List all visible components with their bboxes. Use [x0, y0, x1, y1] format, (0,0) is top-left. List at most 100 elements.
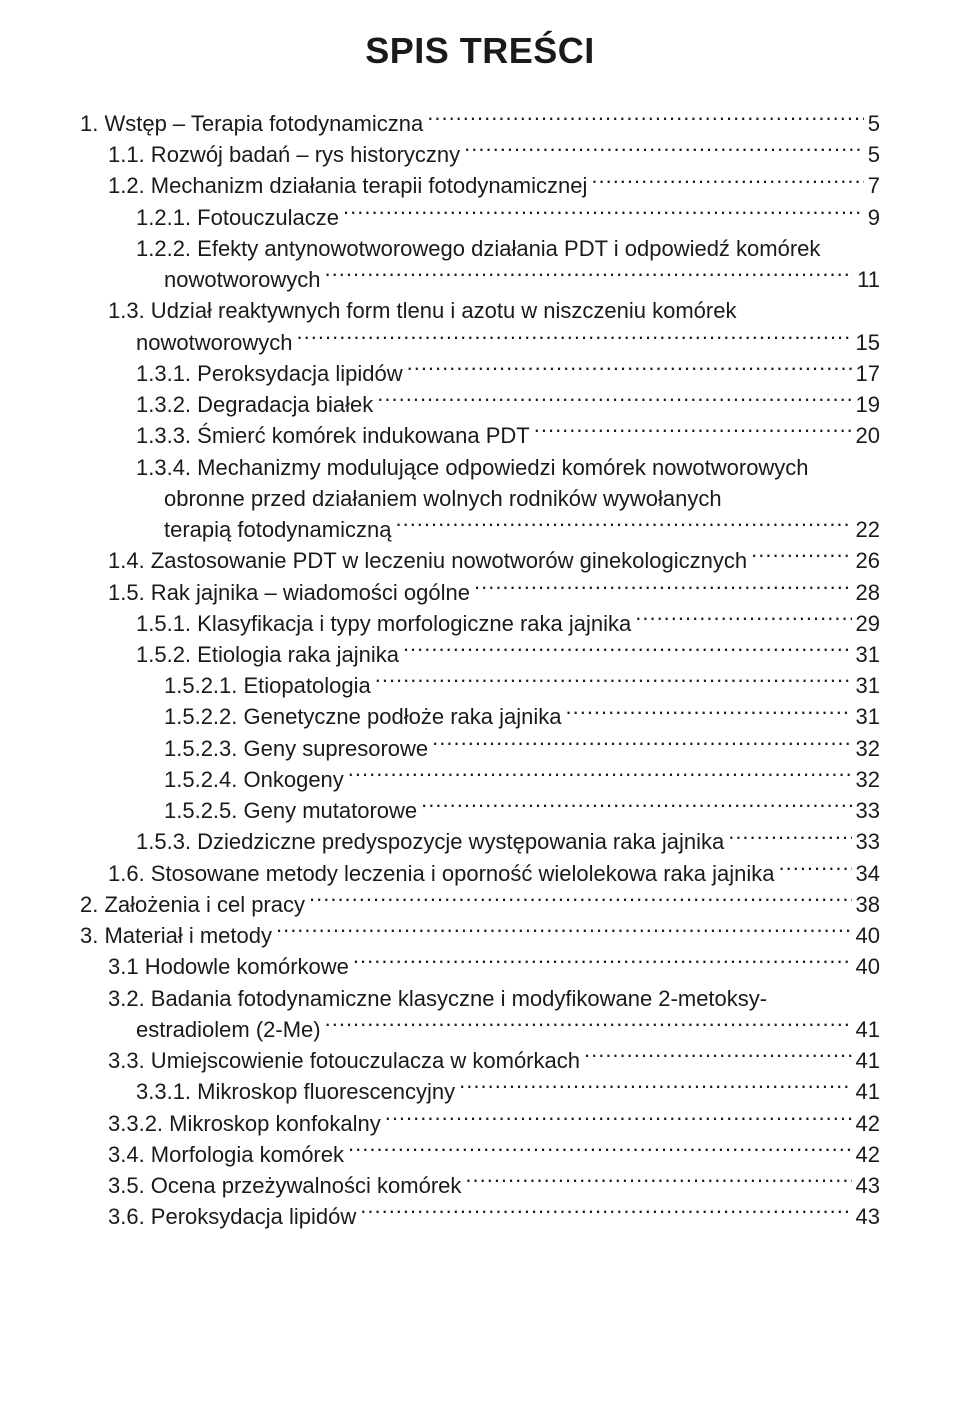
toc-page-number: 20 [856, 420, 880, 451]
toc-leader [534, 421, 852, 443]
toc-label: estradiolem (2-Me) [136, 1014, 321, 1045]
toc-entry: 1.2.2. Efekty antynowotworowego działani… [80, 233, 880, 264]
toc-label: 3.3.2. Mikroskop konfokalny [108, 1108, 381, 1139]
toc-page-number: 32 [856, 764, 880, 795]
toc-entry: 1.5.2.4. Onkogeny32 [80, 764, 880, 795]
toc-entry: 1.5.3. Dziedziczne predyspozycje występo… [80, 826, 880, 857]
toc-label: 1.5.2.3. Geny supresorowe [164, 733, 428, 764]
toc-entry: nowotworowych15 [80, 327, 880, 358]
toc-label: 1.1. Rozwój badań – rys historyczny [108, 139, 460, 170]
page: SPIS TREŚCI 1. Wstęp – Terapia fotodynam… [0, 0, 960, 1406]
toc-leader [635, 609, 851, 631]
toc-entry: 2. Założenia i cel pracy38 [80, 889, 880, 920]
toc-leader [591, 171, 863, 193]
toc-leader [343, 203, 864, 225]
toc-leader [421, 796, 851, 818]
toc-page-number: 41 [856, 1045, 880, 1076]
toc-page-number: 33 [856, 826, 880, 857]
toc-label: 1.5.2.1. Etiopatologia [164, 670, 371, 701]
toc-page-number: 31 [856, 639, 880, 670]
toc-label: 1.5.2.2. Genetyczne podłoże raka jajnika [164, 701, 561, 732]
toc-label: 1.2.2. Efekty antynowotworowego działani… [136, 233, 820, 264]
toc-leader [360, 1202, 851, 1224]
toc-entry: 1.5.2.2. Genetyczne podłoże raka jajnika… [80, 701, 880, 732]
toc-page-number: 42 [856, 1108, 880, 1139]
toc-page-number: 40 [856, 920, 880, 951]
toc-page-number: 5 [868, 139, 880, 170]
toc-label: nowotworowych [136, 327, 293, 358]
toc-label: 1.3.1. Peroksydacja lipidów [136, 358, 403, 389]
toc-page-number: 11 [857, 264, 880, 295]
toc-entry: 1.5.2. Etiologia raka jajnika31 [80, 639, 880, 670]
toc-label: 1.5.3. Dziedziczne predyspozycje występo… [136, 826, 724, 857]
toc-label: 3.4. Morfologia komórek [108, 1139, 344, 1170]
toc-entry: 3.6. Peroksydacja lipidów43 [80, 1201, 880, 1232]
toc-entry: 3.3. Umiejscowienie fotouczulacza w komó… [80, 1045, 880, 1076]
toc-page-number: 33 [856, 795, 880, 826]
toc-entry: 1.4. Zastosowanie PDT w leczeniu nowotwo… [80, 545, 880, 576]
toc-leader [297, 328, 852, 350]
toc-label: 2. Założenia i cel pracy [80, 889, 305, 920]
toc-page-number: 5 [868, 108, 880, 139]
toc-page-number: 41 [856, 1076, 880, 1107]
toc-leader [276, 921, 852, 943]
toc-page-number: 29 [856, 608, 880, 639]
toc-leader [348, 765, 852, 787]
toc-entry: 3.2. Badania fotodynamiczne klasyczne i … [80, 983, 880, 1014]
toc-leader [432, 734, 851, 756]
toc-label: 1. Wstęp – Terapia fotodynamiczna [80, 108, 423, 139]
toc-label: 3.3. Umiejscowienie fotouczulacza w komó… [108, 1045, 580, 1076]
toc-label: 1.4. Zastosowanie PDT w leczeniu nowotwo… [108, 545, 747, 576]
toc-leader [353, 952, 852, 974]
toc-entry: obronne przed działaniem wolnych rodnikó… [80, 483, 880, 514]
toc-entry: 3.5. Ocena przeżywalności komórek43 [80, 1170, 880, 1201]
toc-leader [474, 578, 852, 600]
toc-page-number: 22 [856, 514, 880, 545]
toc-entry: nowotworowych11 [80, 264, 880, 295]
toc-leader [584, 1046, 852, 1068]
toc-label: 1.3. Udział reaktywnych form tlenu i azo… [108, 295, 736, 326]
toc-page-number: 42 [856, 1139, 880, 1170]
toc-entry: 1.5.2.3. Geny supresorowe32 [80, 733, 880, 764]
toc-leader [348, 1140, 852, 1162]
toc-entry: 3.3.2. Mikroskop konfokalny 42 [80, 1108, 880, 1139]
toc-leader [459, 1077, 851, 1099]
toc-label: 1.2. Mechanizm działania terapii fotodyn… [108, 170, 587, 201]
toc-page-number: 19 [856, 389, 880, 420]
toc-page-number: 17 [856, 358, 880, 389]
toc-label: 3.3.1. Mikroskop fluorescencyjny [136, 1076, 455, 1107]
toc-page-number: 7 [868, 170, 880, 201]
toc-leader [407, 359, 852, 381]
toc-label: 3. Materiał i metody [80, 920, 272, 951]
toc-page-number: 41 [856, 1014, 880, 1045]
toc-page-number: 40 [856, 951, 880, 982]
toc-label: 3.6. Peroksydacja lipidów [108, 1201, 356, 1232]
toc-entry: 1.3. Udział reaktywnych form tlenu i azo… [80, 295, 880, 326]
toc-label: 1.5. Rak jajnika – wiadomości ogólne [108, 577, 470, 608]
toc-leader [309, 890, 852, 912]
toc-entry: 3.4. Morfologia komórek 42 [80, 1139, 880, 1170]
page-title: SPIS TREŚCI [80, 30, 880, 72]
toc-leader [377, 390, 851, 412]
toc-page-number: 26 [856, 545, 880, 576]
toc-leader [778, 859, 851, 881]
toc-label: 1.6. Stosowane metody leczenia i opornoś… [108, 858, 774, 889]
toc-leader [728, 827, 851, 849]
toc-page-number: 31 [856, 701, 880, 732]
toc-leader [403, 640, 852, 662]
toc-leader [375, 671, 852, 693]
toc-label: 3.5. Ocena przeżywalności komórek [108, 1170, 461, 1201]
toc-entry: 1.1. Rozwój badań – rys historyczny 5 [80, 139, 880, 170]
toc-entry: 1.5.2.5. Geny mutatorowe 33 [80, 795, 880, 826]
toc-entry: 1.5.1. Klasyfikacja i typy morfologiczne… [80, 608, 880, 639]
toc-page-number: 9 [868, 202, 880, 233]
toc-entry: 1.6. Stosowane metody leczenia i opornoś… [80, 858, 880, 889]
toc-leader [565, 702, 851, 724]
toc-entry: 1.2. Mechanizm działania terapii fotodyn… [80, 170, 880, 201]
toc-entry: 1.3.4. Mechanizmy modulujące odpowiedzi … [80, 452, 880, 483]
toc-label: 1.5.1. Klasyfikacja i typy morfologiczne… [136, 608, 631, 639]
toc-page-number: 34 [856, 858, 880, 889]
toc-entry: 1.3.1. Peroksydacja lipidów 17 [80, 358, 880, 389]
toc-entry: 3.1 Hodowle komórkowe40 [80, 951, 880, 982]
toc-label: 1.5.2.5. Geny mutatorowe [164, 795, 417, 826]
